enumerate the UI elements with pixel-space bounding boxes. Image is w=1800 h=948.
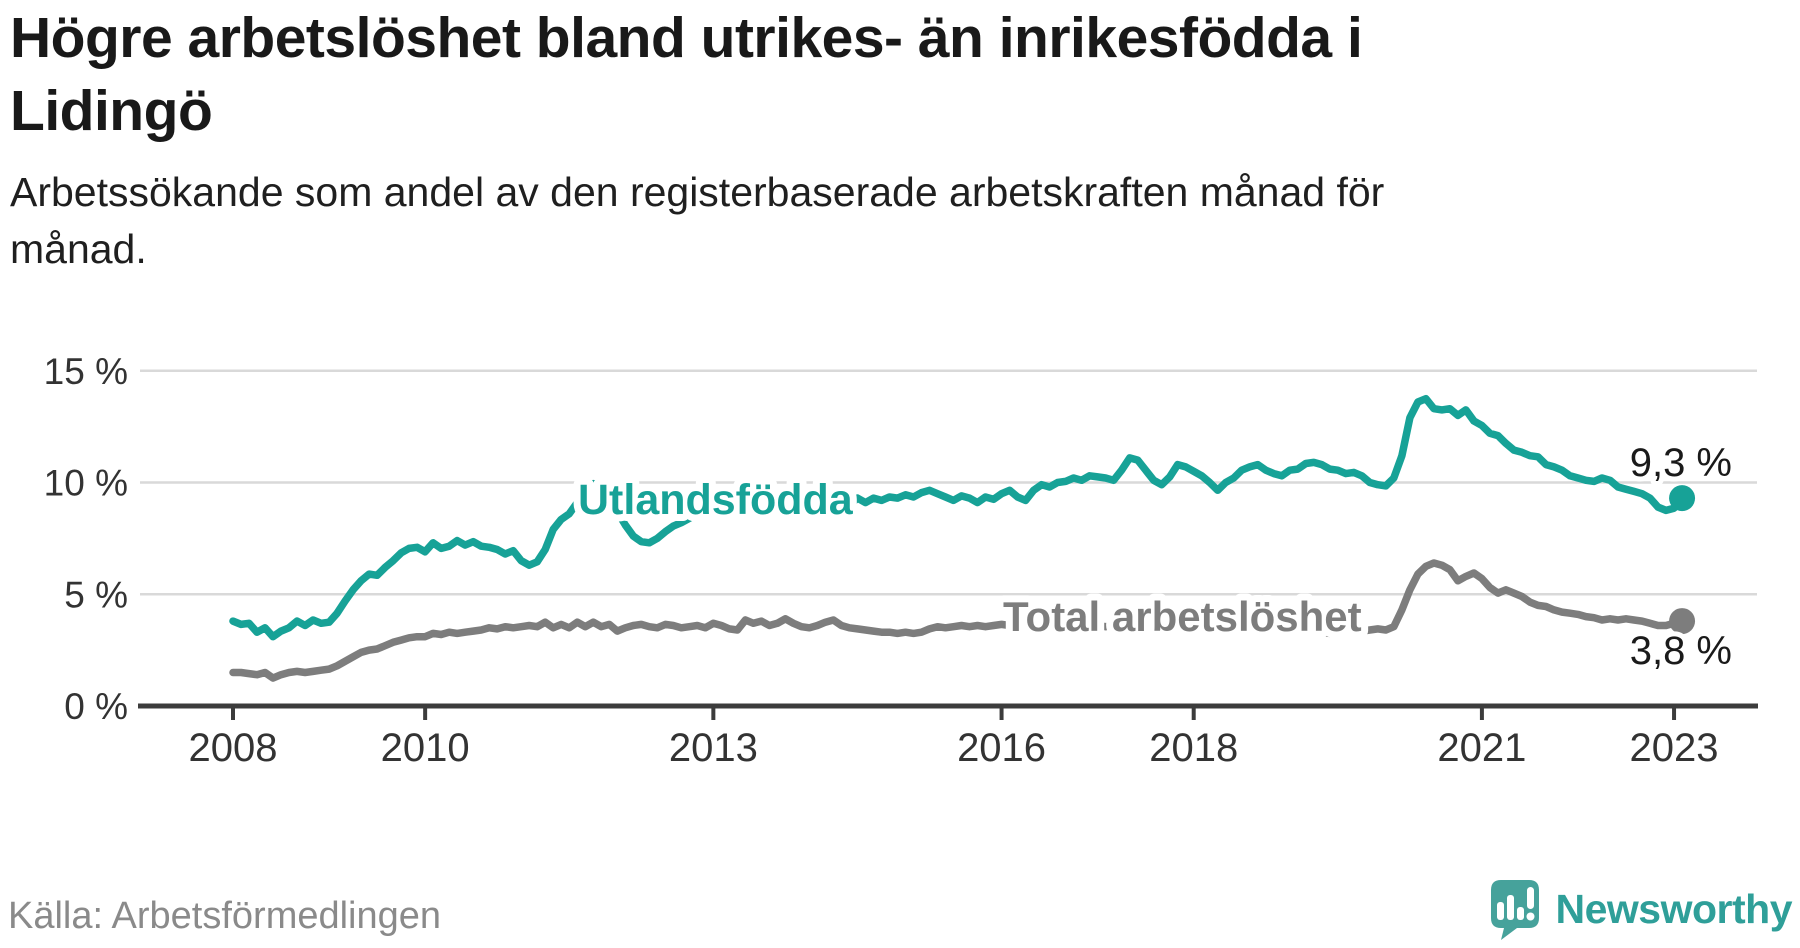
series-label: Total arbetslöshet [1003,593,1362,640]
y-axis-label: 5 % [64,574,128,615]
x-axis-label: 2010 [381,726,470,770]
brand-lockup: Newsworthy [1487,878,1793,940]
x-axis-label: 2013 [669,726,758,770]
page-title: Högre arbetslöshet bland utrikes- än inr… [10,2,1790,148]
series-label: Utlandsfödda [578,476,854,524]
series-end-dot [1669,485,1696,512]
chart-subtitle-line1: Arbetssökande som andel av den registerb… [10,169,1385,215]
series-end-dot [1669,608,1696,635]
x-axis-label: 2021 [1437,726,1526,770]
page-title-line2: Lidingö [10,79,213,143]
x-axis-label: 2018 [1149,726,1238,770]
x-axis-label: 2008 [189,726,278,770]
series-end-value: 3,8 % [1630,629,1732,673]
x-axis-label: 2023 [1630,726,1719,770]
y-axis-label: 15 % [44,351,128,392]
newsworthy-logo-icon [1490,880,1539,940]
chart-subtitle-line2: månad. [10,226,147,272]
series-line-utlandsfodda [229,394,1686,641]
series-line-total [229,559,1686,682]
x-axis-label: 2016 [957,726,1046,770]
y-axis-label: 10 % [44,463,128,504]
page-title-line1: Högre arbetslöshet bland utrikes- än inr… [10,6,1363,70]
source-note: Källa: Arbetsförmedlingen [8,895,442,937]
series-end-value: 9,3 % [1630,441,1732,485]
brand-name: Newsworthy [1555,885,1793,932]
y-axis-label: 0 % [64,686,128,727]
chart-subtitle: Arbetssökande som andel av den registerb… [10,164,1790,278]
